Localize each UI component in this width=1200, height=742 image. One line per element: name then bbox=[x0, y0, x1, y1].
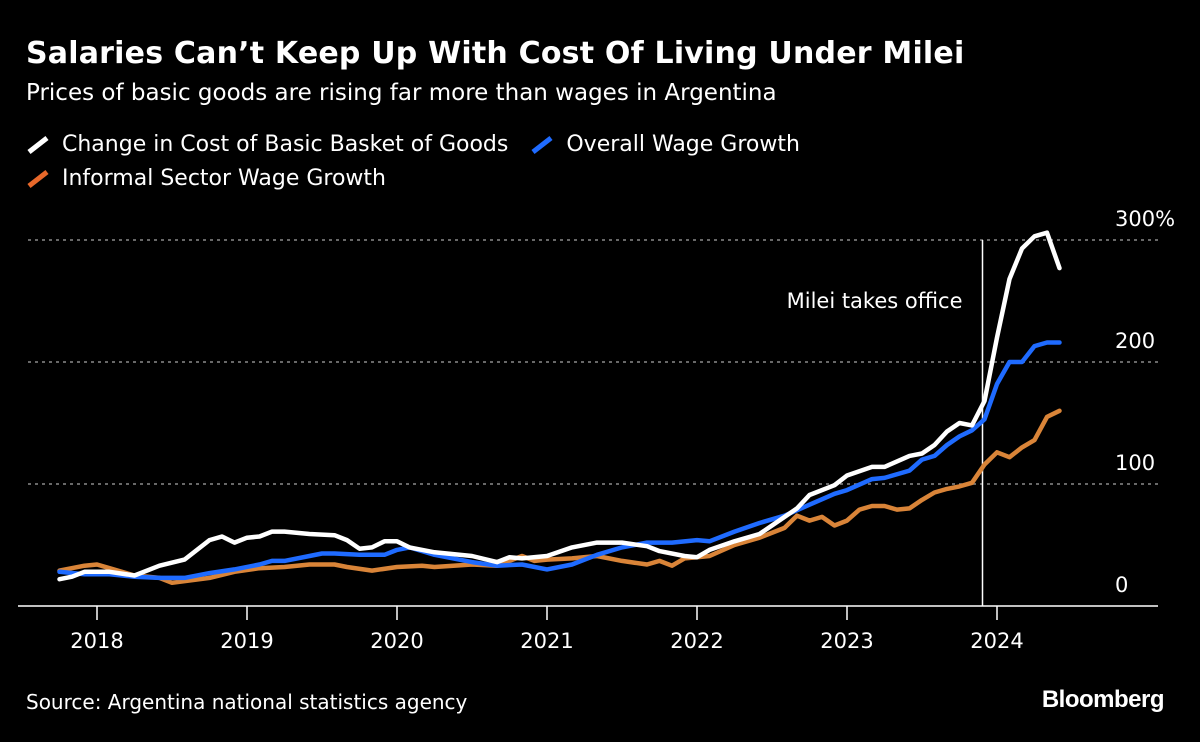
x-tick-label: 2022 bbox=[670, 629, 723, 653]
legend-label-informal-wage: Informal Sector Wage Growth bbox=[62, 166, 386, 191]
legend-item-overall-wage: Overall Wage Growth bbox=[530, 132, 800, 157]
legend: Change in Cost of Basic Basket of Goods … bbox=[26, 132, 822, 157]
legend-label-overall-wage: Overall Wage Growth bbox=[566, 132, 800, 157]
legend-swatch-informal-wage bbox=[27, 169, 49, 188]
x-tick-label: 2019 bbox=[220, 629, 273, 653]
chart-subtitle: Prices of basic goods are rising far mor… bbox=[26, 80, 777, 106]
legend-item-informal-wage: Informal Sector Wage Growth bbox=[26, 166, 386, 191]
basket-cost-line bbox=[57, 230, 1062, 582]
legend-row-2: Informal Sector Wage Growth bbox=[26, 166, 408, 191]
x-tick-label: 2023 bbox=[820, 629, 873, 653]
y-tick-label: 0 bbox=[1115, 573, 1128, 597]
y-tick-label: 200 bbox=[1115, 329, 1155, 353]
bloomberg-logo: Bloomberg bbox=[1041, 686, 1165, 713]
y-tick-label: 300% bbox=[1115, 207, 1175, 231]
source-note: Source: Argentina national statistics ag… bbox=[26, 690, 468, 714]
y-tick-label: 100 bbox=[1115, 451, 1155, 475]
chart-title: Salaries Can’t Keep Up With Cost Of Livi… bbox=[26, 36, 965, 71]
x-tick-label: 2021 bbox=[520, 629, 573, 653]
legend-swatch-overall-wage bbox=[531, 135, 553, 154]
legend-label-basket: Change in Cost of Basic Basket of Goods bbox=[62, 132, 509, 157]
legend-item-basket: Change in Cost of Basic Basket of Goods bbox=[26, 132, 508, 157]
informal-wage-line bbox=[57, 408, 1062, 586]
overall-wage-line bbox=[57, 340, 1062, 581]
x-tick-label: 2018 bbox=[70, 629, 123, 653]
milei-annotation: Milei takes office bbox=[787, 289, 963, 313]
x-tick-label: 2020 bbox=[370, 629, 423, 653]
legend-swatch-basket bbox=[27, 135, 49, 154]
x-tick-label: 2024 bbox=[970, 629, 1023, 653]
